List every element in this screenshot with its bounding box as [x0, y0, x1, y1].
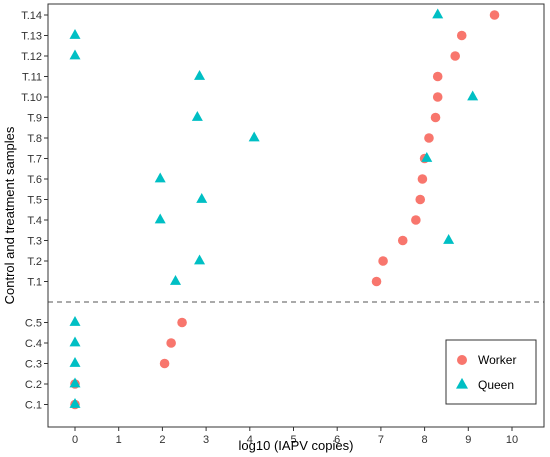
queen-point: [170, 274, 182, 285]
x-tick-label: 7: [378, 434, 384, 446]
worker-point: [177, 317, 187, 328]
queen-point: [421, 151, 433, 162]
x-axis-ticks: 0 1 2 3 4 5 6 7 8 9 10: [72, 427, 518, 446]
y-tick-label: T.9: [27, 113, 42, 125]
y-tick-label: T.5: [27, 195, 42, 207]
queen-point: [69, 397, 81, 408]
queen-point: [432, 8, 444, 19]
worker-point: [411, 215, 421, 225]
queen-point: [69, 49, 81, 60]
y-axis-ticks: C.1 C.2 C.3 C.4 C.5 T.1 T.2 T.3 T.4 T.5 T.6 T.7 T.8 T…: [21, 10, 48, 412]
queen-point: [154, 213, 166, 224]
worker-point: [430, 112, 441, 123]
legend-label-worker: Worker: [478, 353, 516, 367]
worker-point: [417, 174, 428, 184]
worker-point: [489, 10, 500, 20]
y-tick-label: C.4: [25, 338, 42, 350]
x-tick-label: 9: [465, 434, 471, 446]
plot-frame: [47, 3, 545, 428]
queen-point: [196, 192, 208, 203]
queen-point: [467, 90, 479, 101]
queen-point: [194, 69, 206, 80]
legend-box: [445, 339, 537, 405]
legend: Worker Queen: [445, 339, 537, 405]
x-tick-label: 4: [247, 434, 253, 446]
x-tick-label: 2: [159, 434, 165, 446]
queen-point: [69, 315, 81, 326]
y-tick-label: C.1: [25, 400, 42, 412]
queen-point: [69, 28, 81, 39]
legend-label-queen: Queen: [478, 378, 514, 392]
queen-point: [191, 110, 203, 121]
y-tick-label: C.5: [25, 318, 42, 330]
x-tick-label: 6: [334, 434, 340, 446]
y-axis-title: Control and treatment samples: [2, 126, 17, 304]
queen-point: [69, 336, 81, 347]
queen-point: [69, 377, 81, 388]
queen-point: [443, 233, 455, 244]
y-tick-label: T.8: [27, 133, 42, 145]
worker-series: [70, 10, 500, 410]
worker-point: [450, 51, 460, 61]
y-tick-label: T.13: [21, 31, 42, 43]
worker-point: [166, 338, 176, 348]
x-tick-label: 0: [72, 434, 78, 446]
worker-point: [378, 256, 388, 266]
queen-point: [154, 172, 166, 183]
y-tick-label: T.14: [21, 10, 42, 22]
legend-marker-queen: [456, 377, 468, 389]
y-tick-label: T.2: [27, 256, 42, 268]
y-tick-label: T.1: [27, 277, 42, 289]
worker-point: [397, 235, 408, 246]
y-tick-label: T.6: [27, 174, 42, 186]
x-tick-label: 1: [116, 434, 122, 446]
y-tick-label: C.3: [25, 359, 42, 371]
worker-point: [371, 276, 382, 287]
y-tick-label: C.2: [25, 379, 42, 391]
y-tick-label: T.10: [21, 92, 42, 104]
x-tick-label: 5: [290, 434, 296, 446]
y-tick-label: T.3: [27, 236, 42, 248]
y-tick-label: T.12: [21, 51, 42, 63]
y-tick-label: T.11: [22, 72, 42, 84]
worker-point: [415, 194, 426, 205]
x-tick-label: 8: [422, 434, 428, 446]
queen-series: [69, 8, 479, 408]
queen-point: [194, 254, 206, 265]
legend-marker-worker: [457, 355, 467, 365]
y-tick-label: T.4: [27, 215, 42, 227]
worker-point: [456, 30, 467, 41]
x-tick-label: 3: [203, 434, 209, 446]
worker-point: [432, 92, 443, 102]
worker-point: [159, 358, 170, 369]
worker-point: [424, 133, 434, 143]
queen-point: [248, 131, 260, 142]
y-tick-label: T.7: [27, 154, 42, 166]
queen-point: [69, 356, 81, 367]
x-axis-title: log10 (IAPV copies): [239, 438, 354, 453]
worker-point: [432, 71, 443, 82]
x-tick-label: 10: [506, 434, 518, 446]
